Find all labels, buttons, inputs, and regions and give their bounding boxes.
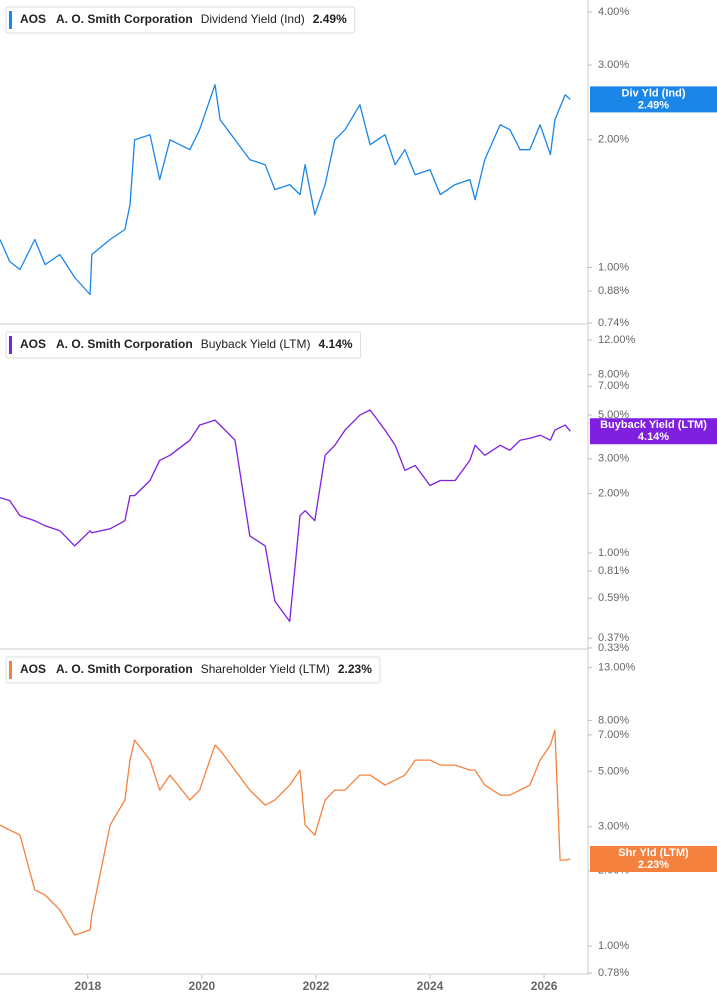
y-tick-label: 0.74% bbox=[598, 317, 629, 329]
y-tick-label: 0.33% bbox=[598, 642, 629, 654]
series-line bbox=[0, 409, 571, 623]
header-ticker: AOS bbox=[20, 662, 46, 676]
header-accent bbox=[9, 11, 12, 29]
header: AOS A. O. Smith Corporation Shareholder Yi… bbox=[5, 656, 381, 684]
header-box bbox=[5, 6, 356, 34]
y-tick-label: 0.81% bbox=[598, 565, 629, 577]
header-metric: Buyback Yield (LTM) bbox=[201, 337, 311, 351]
value-badge bbox=[590, 86, 717, 113]
y-tick-label: 0.78% bbox=[598, 967, 629, 979]
y-tick-label: 7.00% bbox=[598, 380, 629, 392]
y-tick-label: 1.00% bbox=[598, 261, 629, 273]
y-tick-label: 12.00% bbox=[598, 334, 636, 346]
y-tick-label: 7.00% bbox=[598, 729, 629, 741]
x-tick-label: 2020 bbox=[189, 979, 216, 993]
header-accent bbox=[9, 336, 12, 354]
header-company: A. O. Smith Corporation bbox=[56, 12, 193, 26]
header-box bbox=[5, 331, 362, 359]
header-ticker: AOS bbox=[20, 12, 46, 26]
y-tick-label: 2.00% bbox=[598, 134, 629, 146]
y-tick-label: 5.00% bbox=[598, 765, 629, 777]
header-value: 2.23% bbox=[338, 662, 372, 676]
badge-name: Div Yld (Ind) bbox=[622, 87, 686, 99]
value-badge bbox=[590, 846, 717, 873]
badge-value: 2.49% bbox=[638, 99, 669, 111]
header: AOS A. O. Smith Corporation Buyback Yield … bbox=[5, 331, 362, 359]
y-tick-label: 1.00% bbox=[598, 547, 629, 559]
x-tick-label: 2026 bbox=[531, 979, 558, 993]
y-tick-label: 8.00% bbox=[598, 714, 629, 726]
y-tick-label: 0.88% bbox=[598, 285, 629, 297]
header-accent bbox=[9, 661, 12, 679]
y-tick-label: 3.00% bbox=[598, 59, 629, 71]
x-tick-label: 2018 bbox=[74, 979, 101, 993]
header-company: A. O. Smith Corporation bbox=[56, 662, 193, 676]
value-badge bbox=[590, 418, 717, 445]
x-tick-label: 2024 bbox=[417, 979, 444, 993]
badge-name: Shr Yld (LTM) bbox=[618, 847, 689, 859]
y-tick-label: 8.00% bbox=[598, 369, 629, 381]
header-metric: Dividend Yield (Ind) bbox=[201, 12, 305, 26]
series-line bbox=[0, 729, 571, 936]
y-tick-label: 5.00% bbox=[598, 409, 629, 421]
y-tick-label: 3.00% bbox=[598, 821, 629, 833]
badge-name: Buyback Yield (LTM) bbox=[600, 419, 707, 431]
y-tick-label: 0.59% bbox=[598, 592, 629, 604]
header-metric: Shareholder Yield (LTM) bbox=[201, 662, 330, 676]
header-company: A. O. Smith Corporation bbox=[56, 337, 193, 351]
y-tick-label: 4.00% bbox=[598, 6, 629, 18]
y-tick-label: 13.00% bbox=[598, 662, 636, 674]
y-tick-label: 1.00% bbox=[598, 940, 629, 952]
header-value: 2.49% bbox=[313, 12, 347, 26]
header-ticker: AOS bbox=[20, 337, 46, 351]
badge-value: 2.23% bbox=[638, 859, 669, 871]
series-line bbox=[0, 84, 571, 296]
y-tick-label: 0.37% bbox=[598, 632, 629, 644]
header: AOS A. O. Smith Corporation Dividend Yield… bbox=[5, 6, 356, 34]
header-box bbox=[5, 656, 381, 684]
y-tick-label: 2.00% bbox=[598, 487, 629, 499]
header-value: 4.14% bbox=[319, 337, 353, 351]
y-tick-label: 3.00% bbox=[598, 453, 629, 465]
badge-value: 4.14% bbox=[638, 431, 669, 443]
x-tick-label: 2022 bbox=[303, 979, 330, 993]
